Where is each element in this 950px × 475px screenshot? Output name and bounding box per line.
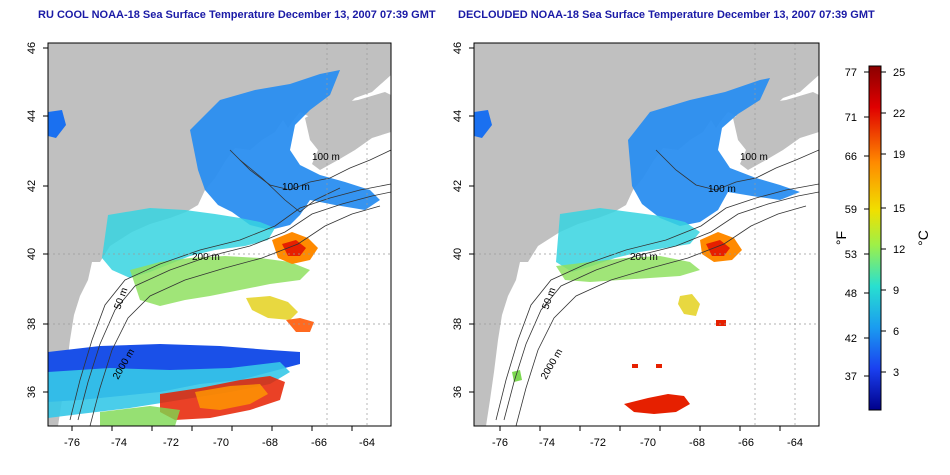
left-x-axis: -76 -74 -72 -70 -68 -66 -64 [64, 426, 375, 449]
colorbar-f-tick: 71 [845, 112, 857, 124]
colorbar-c-tick: 3 [893, 367, 899, 379]
right-contour-label-2: 100 m [708, 184, 736, 195]
left-x-tick: -74 [111, 437, 127, 449]
sst-shelf-green [556, 256, 700, 282]
right-contour-label-1: 100 m [740, 152, 768, 163]
colorbar-c-tick: 25 [893, 67, 905, 79]
sst-south-red [624, 394, 690, 414]
left-x-tick: -72 [163, 437, 179, 449]
land-mass [48, 43, 391, 426]
left-y-tick: 46 [26, 42, 38, 54]
right-y-tick: 40 [452, 248, 464, 260]
left-x-tick: -76 [64, 437, 80, 449]
left-y-tick: 44 [26, 110, 38, 122]
left-y-axis: 46 44 42 40 38 36 [26, 42, 48, 398]
sst-south-orange [195, 384, 268, 410]
sst-gulf-of-maine [628, 78, 800, 226]
left-panel-title: RU COOL NOAA-18 Sea Surface Temperature … [38, 9, 436, 21]
colorbar-c-tick: 19 [893, 149, 905, 161]
land-mass [474, 43, 819, 426]
left-y-tick: 40 [26, 248, 38, 260]
right-y-tick: 36 [452, 386, 464, 398]
colorbar-gradient [868, 65, 882, 411]
right-panel-title: DECLOUDED NOAA-18 Sea Surface Temperatur… [458, 9, 875, 21]
right-x-axis: -76 -74 -72 -70 -68 -66 -64 [492, 426, 803, 449]
right-x-tick: -72 [590, 437, 606, 449]
nova-scotia-land [733, 92, 819, 170]
sst-small-blue-nw [48, 110, 66, 138]
bathymetry-contours [495, 149, 819, 426]
right-x-tick: -74 [539, 437, 555, 449]
right-y-tick: 38 [452, 318, 464, 330]
nova-scotia-land [305, 92, 391, 170]
sst-south-red-dot [632, 364, 638, 368]
sst-shelf-cyan [556, 208, 700, 272]
colorbar-c-tick: 22 [893, 108, 905, 120]
colorbar-f-label: °F [833, 231, 849, 245]
left-x-tick: -70 [213, 437, 229, 449]
right-y-axis: 46 44 42 40 38 36 [452, 42, 474, 398]
colorbar-f-tick: 59 [845, 204, 857, 216]
graticule [474, 43, 819, 426]
sst-eddy-red [716, 320, 726, 326]
colorbar-c-tick: 6 [893, 326, 899, 338]
left-y-tick: 42 [26, 180, 38, 192]
colorbar-f-tick: 37 [845, 371, 857, 383]
graticule [48, 43, 391, 426]
colorbar-c-tick: 9 [893, 285, 899, 297]
sst-eddy-yellow [246, 296, 298, 320]
colorbar-f-tick: 42 [845, 333, 857, 345]
sst-south-green [100, 406, 180, 426]
sst-eddy-red [286, 318, 314, 332]
right-x-tick: -68 [689, 437, 705, 449]
left-x-tick: -66 [311, 437, 327, 449]
colorbar: 77 71 66 59 53 48 42 37 25 22 19 15 12 9… [833, 65, 931, 411]
left-x-tick: -64 [359, 437, 375, 449]
left-contour-label-2: 100 m [282, 182, 310, 193]
left-y-tick: 36 [26, 386, 38, 398]
sst-south-green [512, 370, 522, 382]
right-y-tick: 42 [452, 180, 464, 192]
right-x-tick: -70 [640, 437, 656, 449]
right-x-tick: -76 [492, 437, 508, 449]
colorbar-c-tick: 12 [893, 244, 905, 256]
colorbar-c-tick: 15 [893, 203, 905, 215]
bathymetry-contours [69, 149, 391, 426]
right-x-tick: -64 [787, 437, 803, 449]
left-x-tick: -68 [262, 437, 278, 449]
left-map-frame [47, 42, 392, 427]
right-contour-label-3: 200 m [630, 252, 658, 263]
colorbar-f-tick: 66 [845, 151, 857, 163]
sst-gulf-of-maine [190, 70, 380, 230]
left-contour-label-3: 200 m [192, 252, 220, 263]
sst-shelf-cyan [102, 208, 275, 278]
colorbar-c-label: °C [915, 230, 931, 246]
sst-south-red-dot [656, 364, 662, 368]
sst-small-blue-nw [474, 110, 492, 138]
right-map [474, 43, 819, 426]
left-y-tick: 38 [26, 318, 38, 330]
right-map-frame [473, 42, 820, 427]
left-contour-label-1: 100 m [312, 152, 340, 163]
right-y-tick: 44 [452, 110, 464, 122]
colorbar-f-tick: 77 [845, 67, 857, 79]
sst-south-cyan [48, 362, 290, 418]
colorbar-f-tick: 53 [845, 249, 857, 261]
colorbar-f-tick: 48 [845, 288, 857, 300]
right-x-tick: -66 [738, 437, 754, 449]
sst-eddy-yellow [678, 294, 700, 316]
right-y-tick: 46 [452, 42, 464, 54]
sst-warm-center [282, 240, 306, 256]
left-map [48, 43, 391, 426]
